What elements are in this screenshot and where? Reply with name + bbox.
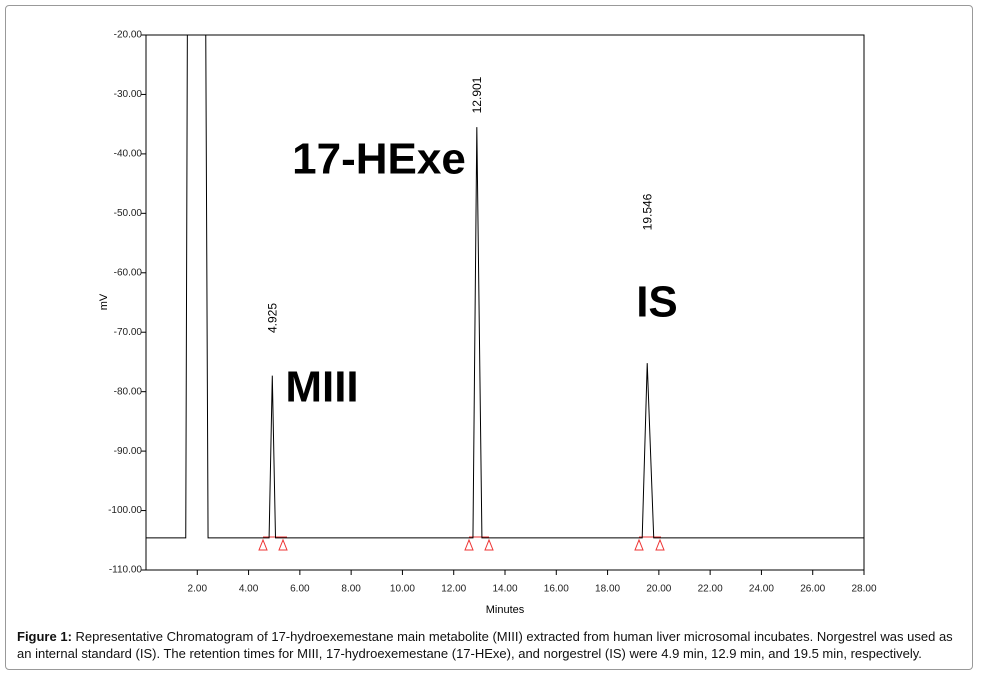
caption-label: Figure 1: [17, 629, 72, 644]
peak-label: 12.901 [470, 76, 484, 113]
x-axis-label: Minutes [486, 604, 525, 616]
x-tick-label: 8.00 [341, 584, 361, 595]
y-tick-label: -40.00 [114, 149, 143, 160]
caption: Figure 1: Representative Chromatogram of… [17, 628, 962, 662]
peak-annotation: MIII [285, 363, 358, 412]
y-tick-label: -90.00 [114, 446, 143, 457]
x-tick-label: 22.00 [698, 584, 723, 595]
y-tick-label: -50.00 [114, 208, 143, 219]
chart: mV Minutes -20.00 -30.00 -40.00 -50.00 -60.0… [98, 30, 877, 616]
plot-frame [145, 34, 865, 571]
y-tick-label: -60.00 [114, 267, 143, 278]
trace [146, 35, 864, 539]
figure-frame [5, 5, 973, 670]
integration-ticks [258, 538, 288, 551]
y-axis-label: mV [98, 293, 110, 310]
peak-label: 19.546 [640, 193, 654, 230]
x-tick-label: 14.00 [492, 584, 517, 595]
integration-ticks [464, 538, 494, 551]
x-tick-label: 12.00 [441, 584, 466, 595]
peak-annotation: 17-HExe [292, 135, 466, 184]
y-tick-label: -30.00 [114, 89, 143, 100]
y-tick-label: -70.00 [114, 327, 143, 338]
x-tick-label: 28.00 [851, 584, 876, 595]
y-tick-label: -80.00 [114, 386, 143, 397]
y-tick-label: -20.00 [114, 30, 143, 41]
integration-ticks [634, 538, 665, 551]
x-tick-label: 4.00 [239, 584, 259, 595]
x-tick-label: 20.00 [646, 584, 671, 595]
y-tick-label: -110.00 [109, 565, 143, 576]
x-tick-label: 10.00 [390, 584, 415, 595]
integration-markers [258, 536, 665, 551]
peak-label: 4.925 [265, 303, 279, 333]
y-tick-label: -100.00 [108, 505, 142, 516]
x-tick-label: 2.00 [188, 584, 208, 595]
x-tick-label: 18.00 [595, 584, 620, 595]
x-tick-label: 6.00 [290, 584, 310, 595]
x-tick-label: 16.00 [544, 584, 569, 595]
caption-text: Representative Chromatogram of 17-hydroe… [17, 629, 953, 661]
x-tick-label: 24.00 [749, 584, 774, 595]
x-tick-label: 26.00 [800, 584, 825, 595]
peak-annotation: IS [636, 278, 678, 327]
